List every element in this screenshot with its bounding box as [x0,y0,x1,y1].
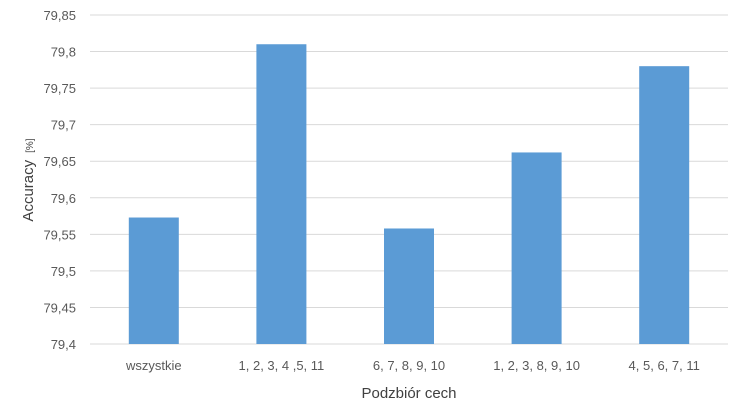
x-axis-title: Podzbiór cech [361,385,456,402]
x-tick-labels: wszystkie 1, 2, 3, 4 ,5, 11 6, 7, 8, 9, 10… [125,358,700,373]
y-tick-label: 79,7 [51,118,76,133]
bar [128,217,179,344]
y-tick-label: 79,8 [51,45,76,60]
y-tick-label: 79,45 [43,300,76,315]
y-axis-title: Accuracy [%] [20,138,37,221]
y-tick-label: 79,4 [51,337,76,352]
x-tick-label: 1, 2, 3, 8, 9, 10 [493,358,580,373]
y-tick-label: 79,5 [51,264,76,279]
bar [256,44,307,344]
y-axis-unit: [%] [25,138,36,153]
y-tick-label: 79,55 [43,227,76,242]
gridlines [90,14,728,345]
x-tick-label: wszystkie [125,358,182,373]
y-tick-label: 79,85 [43,8,76,23]
bar [639,66,690,344]
y-tick-label: 79,65 [43,154,76,169]
bar [384,228,434,344]
y-tick-labels: 79,4 79,45 79,5 79,55 79,6 79,65 79,7 79,75 79,8… [43,8,76,352]
x-tick-label: 4, 5, 6, 7, 11 [629,358,700,373]
bar [511,152,562,344]
y-tick-label: 79,6 [51,191,76,206]
y-tick-label: 79,75 [43,81,76,96]
x-tick-label: 6, 7, 8, 9, 10 [373,358,445,373]
bars [128,44,690,344]
y-axis-label: Accuracy [20,159,37,221]
x-tick-label: 1, 2, 3, 4 ,5, 11 [239,358,325,373]
